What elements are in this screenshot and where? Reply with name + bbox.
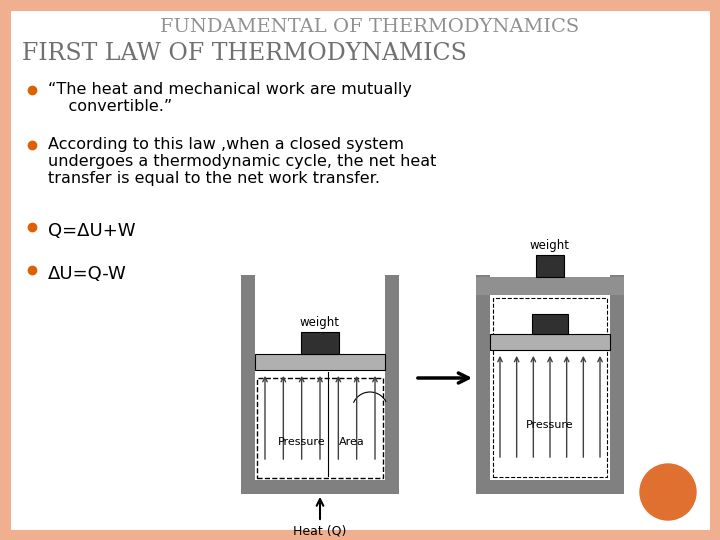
Bar — [476, 480, 624, 494]
Text: weight: weight — [300, 316, 340, 329]
Text: convertible.”: convertible.” — [48, 99, 172, 114]
Bar — [255, 295, 385, 480]
Text: ΔU=Q-W: ΔU=Q-W — [48, 265, 127, 283]
Bar — [536, 255, 564, 277]
Text: Heat (Q): Heat (Q) — [293, 524, 347, 537]
Text: “The heat and mechanical work are mutually: “The heat and mechanical work are mutual… — [48, 82, 412, 97]
Text: Q=ΔU+W: Q=ΔU+W — [48, 222, 135, 240]
Bar — [532, 314, 568, 334]
Text: FUNDAMENTAL OF THERMODYNAMICS: FUNDAMENTAL OF THERMODYNAMICS — [161, 18, 580, 36]
Text: transfer is equal to the net work transfer.: transfer is equal to the net work transf… — [48, 171, 380, 186]
Bar — [476, 277, 624, 295]
Bar — [255, 354, 385, 370]
Bar — [241, 480, 399, 494]
Bar — [257, 378, 383, 478]
Bar — [385, 275, 399, 480]
Bar — [490, 295, 610, 480]
Bar — [301, 332, 339, 354]
Text: Pressure: Pressure — [526, 420, 574, 430]
Bar — [610, 275, 624, 480]
Text: FIRST LAW OF THERMODYNAMICS: FIRST LAW OF THERMODYNAMICS — [22, 42, 467, 65]
Text: According to this law ,when a closed system: According to this law ,when a closed sys… — [48, 137, 404, 152]
Text: Area: Area — [339, 437, 365, 447]
Text: weight: weight — [530, 239, 570, 252]
Bar — [241, 275, 255, 480]
Text: undergoes a thermodynamic cycle, the net heat: undergoes a thermodynamic cycle, the net… — [48, 154, 436, 169]
Bar — [493, 298, 607, 477]
Bar — [476, 275, 490, 480]
Circle shape — [640, 464, 696, 520]
Bar — [490, 334, 610, 350]
Text: Pressure: Pressure — [278, 437, 326, 447]
